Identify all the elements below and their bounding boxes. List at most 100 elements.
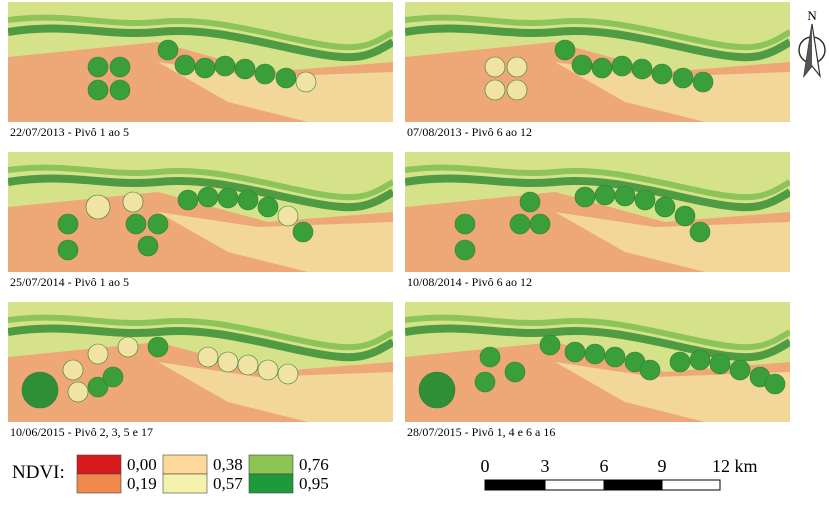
legend-swatch [77, 455, 121, 474]
pivot [485, 57, 505, 77]
scale-label: 3 [541, 456, 550, 476]
map-panel [8, 152, 393, 272]
pivot [258, 197, 278, 217]
pivot [673, 68, 693, 88]
pivot [690, 222, 710, 242]
pivot [118, 337, 138, 357]
pivot [592, 58, 612, 78]
legend-swatch [77, 474, 121, 493]
pivot [218, 352, 238, 372]
scale-segment [485, 480, 545, 490]
legend-swatch [163, 474, 207, 493]
pivot [485, 80, 505, 100]
pivot [455, 214, 475, 234]
pivot [765, 374, 785, 394]
scale-label: 6 [600, 456, 609, 476]
legend-swatch [163, 455, 207, 474]
caption: 10/06/2015 - Pivô 2, 3, 5 e 17 [10, 425, 153, 439]
map-panel [8, 2, 393, 122]
pivot [655, 197, 675, 217]
legend-swatch [249, 474, 293, 493]
pivot [195, 58, 215, 78]
pivot [612, 56, 632, 76]
legend-label: 0,76 [299, 455, 329, 474]
pivot [480, 347, 500, 367]
pivot [63, 360, 83, 380]
pivot [520, 192, 540, 212]
pivot [296, 72, 316, 92]
pivot [238, 190, 258, 210]
pivot [88, 57, 108, 77]
legend-label: 0,19 [127, 474, 157, 493]
pivot [652, 64, 672, 84]
pivot [123, 192, 143, 212]
pivot [88, 344, 108, 364]
pivot [693, 72, 713, 92]
pivot [58, 240, 78, 260]
pivot [175, 55, 195, 75]
figure: 22/07/2013 - Pivô 1 ao 507/08/2013 - Piv… [0, 0, 829, 502]
map-panel [8, 302, 393, 422]
pivot [22, 372, 58, 408]
caption: 25/07/2014 - Pivô 1 ao 5 [10, 275, 129, 289]
pivot [710, 354, 730, 374]
pivot [235, 59, 255, 79]
pivot [110, 57, 130, 77]
pivot [419, 372, 455, 408]
pivot [148, 214, 168, 234]
pivot [88, 80, 108, 100]
pivot [278, 364, 298, 384]
caption: 28/07/2015 - Pivô 1, 4 e 6 a 16 [407, 425, 555, 439]
pivot [68, 382, 88, 402]
pivot [158, 40, 178, 60]
scale-segment [662, 480, 720, 490]
legend-swatch [249, 455, 293, 474]
north-arrow: N [799, 8, 825, 76]
pivot [640, 360, 660, 380]
caption: 22/07/2013 - Pivô 1 ao 5 [10, 125, 129, 139]
pivot [730, 360, 750, 380]
pivot [278, 206, 298, 226]
legend-label: 0,95 [299, 474, 329, 493]
pivot [505, 362, 525, 382]
pivot [198, 347, 218, 367]
pivot [690, 350, 710, 370]
pivot [58, 214, 78, 234]
pivot [615, 186, 635, 206]
pivot [110, 80, 130, 100]
map-panel [405, 302, 790, 422]
map-panel [405, 2, 790, 122]
caption: 10/08/2014 - Pivô 6 ao 12 [407, 275, 532, 289]
legend-label: 0,38 [213, 455, 243, 474]
pivot [103, 367, 123, 387]
pivot [293, 222, 313, 242]
pivot [138, 236, 158, 256]
pivot [540, 335, 560, 355]
scale-segment [604, 480, 662, 490]
scale-label: 12 km [712, 456, 758, 476]
pivot [510, 214, 530, 234]
pivot [565, 342, 585, 362]
pivot [507, 80, 527, 100]
pivot [455, 240, 475, 260]
pivot [595, 185, 615, 205]
pivot [575, 187, 595, 207]
legend-label: 0,00 [127, 455, 157, 474]
pivot [530, 214, 550, 234]
map-panel [405, 152, 790, 272]
pivot [507, 57, 527, 77]
pivot [276, 68, 296, 88]
pivot [585, 344, 605, 364]
north-label: N [807, 8, 817, 23]
scale-label: 9 [658, 456, 667, 476]
pivot [475, 372, 495, 392]
pivot [126, 214, 146, 234]
pivot [555, 40, 575, 60]
pivot [605, 347, 625, 367]
pivot [86, 195, 110, 219]
scale-segment [545, 480, 604, 490]
pivot [218, 188, 238, 208]
pivot [215, 56, 235, 76]
pivot [148, 337, 168, 357]
pivot [635, 190, 655, 210]
